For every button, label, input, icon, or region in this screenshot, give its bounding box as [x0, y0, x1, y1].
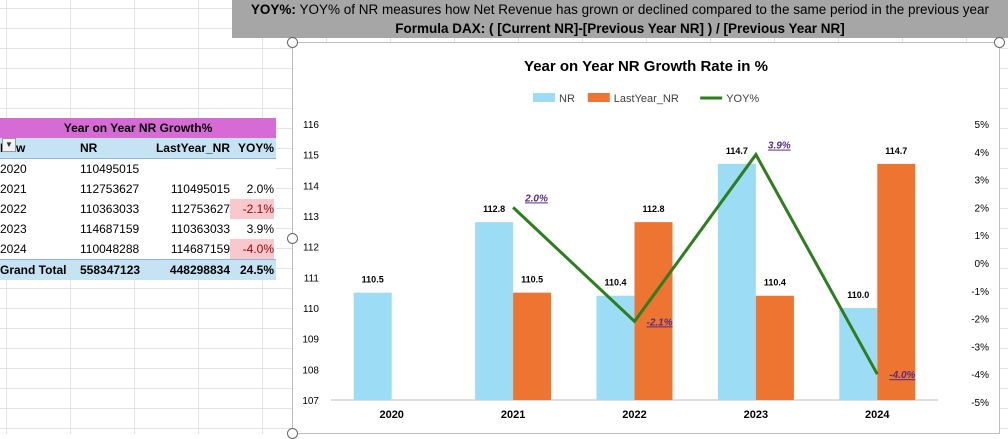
row-label-cell[interactable]: 2024 [0, 242, 27, 256]
grand-total-label[interactable]: Grand Total [0, 263, 67, 277]
grand-total-row: Grand Total 558347123 448298834 24.5% [0, 259, 276, 280]
bar-lastyear-nr [755, 295, 794, 400]
legend-label: YOY% [726, 93, 759, 105]
grand-total-nr[interactable]: 558347123 [80, 263, 141, 277]
yoy-header[interactable]: YOY% [237, 141, 274, 155]
legend-swatch-nr [533, 93, 555, 102]
last-year-cell[interactable]: 110495015 [170, 182, 230, 196]
bar-data-label: 114.7 [885, 146, 907, 156]
chart-canvas: Year on Year NR Growth Rate in % NR LastY… [302, 58, 990, 421]
x-axis-tick-label: 2023 [744, 409, 768, 421]
y2-axis-tick-label: 3% [975, 176, 990, 187]
bar-data-label: 110.5 [521, 275, 543, 285]
nr-cell[interactable]: 112753627 [80, 182, 140, 196]
bar-data-label: 114.7 [726, 146, 748, 156]
yoy-line [512, 151, 879, 375]
y2-axis-tick-label: -2% [971, 315, 989, 326]
y2-axis-tick-label: -1% [971, 287, 989, 298]
pivot-row: 2023 114687159 110363033 3.9% [0, 219, 276, 239]
bar-data-label: 110.5 [362, 275, 384, 285]
y2-axis-tick-label: 2% [975, 203, 990, 214]
bar-nr [839, 308, 878, 400]
y2-axis-tick-label: 1% [975, 231, 990, 242]
pivot-title: Year on Year NR Growth% [0, 118, 276, 138]
yoy-data-label: -2.1% [647, 317, 673, 328]
legend-label: NR [559, 93, 575, 105]
x-axis-tick-label: 2024 [865, 409, 890, 421]
x-axis-tick-label: 2021 [501, 409, 525, 421]
y-axis-tick-label: 116 [303, 120, 319, 131]
nr-cell[interactable]: 110363033 [80, 202, 140, 216]
legend-label: LastYear_NR [614, 93, 679, 105]
nr-cell[interactable]: 110048288 [80, 242, 140, 256]
bar-data-label: 110.4 [604, 278, 626, 288]
y2-axis-tick-label: 4% [975, 148, 990, 159]
bar-nr [596, 295, 635, 400]
bar-data-label: 110.0 [847, 290, 869, 300]
filter-dropdown-icon[interactable]: ▼ [2, 138, 16, 152]
yoy-data-label: 3.9% [768, 141, 791, 152]
y2-axis-tick-label: 0% [975, 259, 990, 270]
y-axis-tick-label: 107 [302, 396, 319, 407]
bar-data-label: 112.8 [642, 204, 664, 214]
y2-axis-tick-label: -4% [971, 370, 989, 381]
row-label-cell[interactable]: 2023 [0, 222, 27, 236]
row-label-cell[interactable]: 2020 [0, 162, 27, 176]
yoy-cell[interactable]: -4.0% [230, 239, 274, 259]
yoy-combo-chart[interactable]: Year on Year NR Growth Rate in % NR LastY… [292, 42, 1000, 434]
yoy-description-banner: YOY%: YOY% of NR measures how Net Revenu… [232, 0, 1008, 38]
y-axis-tick-label: 115 [303, 151, 319, 162]
last-year-cell[interactable]: 110363033 [170, 222, 230, 236]
bar-data-label: 110.4 [764, 278, 786, 288]
chart-title: Year on Year NR Growth Rate in % [524, 58, 768, 75]
grand-total-yoy[interactable]: 24.5% [239, 263, 274, 277]
row-label-cell[interactable]: 2021 [0, 182, 27, 196]
y2-axis-tick-label: -3% [971, 342, 989, 353]
nr-cell[interactable]: 114687159 [80, 222, 140, 236]
resize-handle-mid-left[interactable] [287, 233, 298, 244]
last-year-cell[interactable]: 112753627 [170, 202, 230, 216]
pivot-row: 2020 110495015 [0, 159, 276, 179]
nr-header[interactable]: NR [80, 141, 98, 155]
y-axis-tick-label: 114 [303, 181, 319, 192]
resize-handle-top-left[interactable] [287, 37, 298, 48]
chart-legend[interactable]: NR LastYear_NR YOY% [533, 93, 759, 105]
y-axis-tick-label: 108 [302, 365, 319, 376]
pivot-table[interactable]: Year on Year NR Growth% Row Labe▼ NR Las… [0, 118, 280, 280]
resize-handle-top-right[interactable] [994, 37, 1005, 48]
yoy-cell[interactable]: 2.0% [246, 182, 274, 196]
y-axis-tick-label: 110 [303, 304, 319, 315]
last-year-header[interactable]: LastYear_NR [155, 141, 230, 155]
pivot-header-row: Row Labe▼ NR LastYear_NR YOY% [0, 138, 276, 175]
bar-lastyear-nr [513, 292, 552, 400]
row-label-cell[interactable]: 2022 [0, 202, 27, 216]
y2-axis-tick-label: 5% [975, 120, 990, 131]
legend-swatch-lastyear-nr [587, 93, 610, 102]
grand-total-last[interactable]: 448298834 [169, 263, 230, 277]
banner-formula: Formula DAX: ( [Current NR]-[Previous Ye… [395, 21, 845, 36]
nr-cell[interactable]: 110495015 [80, 162, 140, 176]
y2-axis-tick-label: -5% [971, 398, 989, 409]
yoy-cell[interactable]: -2.1% [230, 199, 274, 219]
x-axis-tick-label: 2022 [622, 409, 646, 421]
y-axis-tick-label: 112 [303, 243, 319, 254]
y-axis-tick-label: 109 [302, 335, 319, 346]
bar-data-label: 112.8 [483, 204, 505, 214]
bar-nr [353, 292, 392, 400]
bar-lastyear-nr [877, 163, 916, 400]
bar-nr [717, 163, 756, 400]
last-year-cell[interactable]: 114687159 [170, 242, 230, 256]
pivot-row: 2021 112753627 110495015 2.0% [0, 179, 276, 199]
banner-label: YOY%: [250, 2, 296, 17]
yoy-data-label: -4.0% [889, 370, 915, 381]
x-axis-tick-label: 2020 [379, 409, 403, 421]
pivot-row: 2024 110048288 114687159 -4.0% [0, 239, 276, 259]
y-axis-tick-label: 113 [303, 212, 319, 223]
y-axis-tick-label: 111 [304, 273, 320, 284]
banner-description: YOY% of NR measures how Net Revenue has … [295, 2, 990, 17]
pivot-row: 2022 110363033 112753627 -2.1% [0, 199, 276, 219]
bar-nr [475, 222, 514, 400]
yoy-cell[interactable]: 3.9% [246, 222, 274, 236]
yoy-data-label: 2.0% [524, 193, 548, 204]
